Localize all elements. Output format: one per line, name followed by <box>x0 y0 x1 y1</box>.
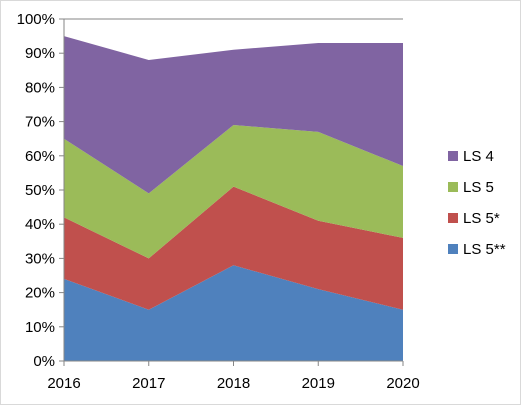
legend-label: LS 5** <box>463 241 506 258</box>
area-ls-5 <box>64 125 403 259</box>
legend-label: LS 5* <box>463 210 500 227</box>
y-tick-label: 40% <box>25 216 55 233</box>
legend-item-ls-5: LS 5 <box>448 179 494 196</box>
y-tick-label: 70% <box>25 114 55 131</box>
legend-swatch <box>448 213 458 223</box>
legend-label: LS 5 <box>463 179 494 196</box>
axes <box>59 18 404 366</box>
y-tick-label: 50% <box>25 182 55 199</box>
legend-item-ls-5star: LS 5* <box>448 210 500 227</box>
legend-item-ls-5starstar: LS 5** <box>448 241 506 258</box>
area-ls-4 <box>64 36 403 194</box>
y-tick-label: 30% <box>25 250 55 267</box>
y-tick-label: 20% <box>25 285 55 302</box>
legend-label: LS 4 <box>463 148 494 165</box>
x-tick-label: 2020 <box>386 375 419 392</box>
x-tick-label: 2017 <box>132 375 165 392</box>
x-axis-tick-labels: 2016 2017 2018 2019 2020 <box>47 375 419 392</box>
y-tick-label: 10% <box>25 319 55 336</box>
y-axis-tick-labels: 0% 10% 20% 30% 40% 50% 60% 70% 80% 90% 100% <box>17 11 55 370</box>
legend-swatch <box>448 151 458 161</box>
y-tick-label: 60% <box>25 148 55 165</box>
legend-swatch <box>448 182 458 192</box>
series-areas <box>64 36 403 361</box>
y-tick-label: 100% <box>17 11 55 28</box>
legend-item-ls-4: LS 4 <box>448 148 494 165</box>
legend-swatch <box>448 244 458 254</box>
legend: LS 4 LS 5 LS 5* LS 5** <box>448 148 506 258</box>
y-tick-label: 80% <box>25 79 55 96</box>
y-tick-label: 0% <box>33 353 55 370</box>
x-tick-label: 2016 <box>47 375 80 392</box>
x-tick-label: 2018 <box>217 375 250 392</box>
y-tick-label: 90% <box>25 45 55 62</box>
x-tick-label: 2019 <box>302 375 335 392</box>
area-ls-5star <box>64 186 403 310</box>
